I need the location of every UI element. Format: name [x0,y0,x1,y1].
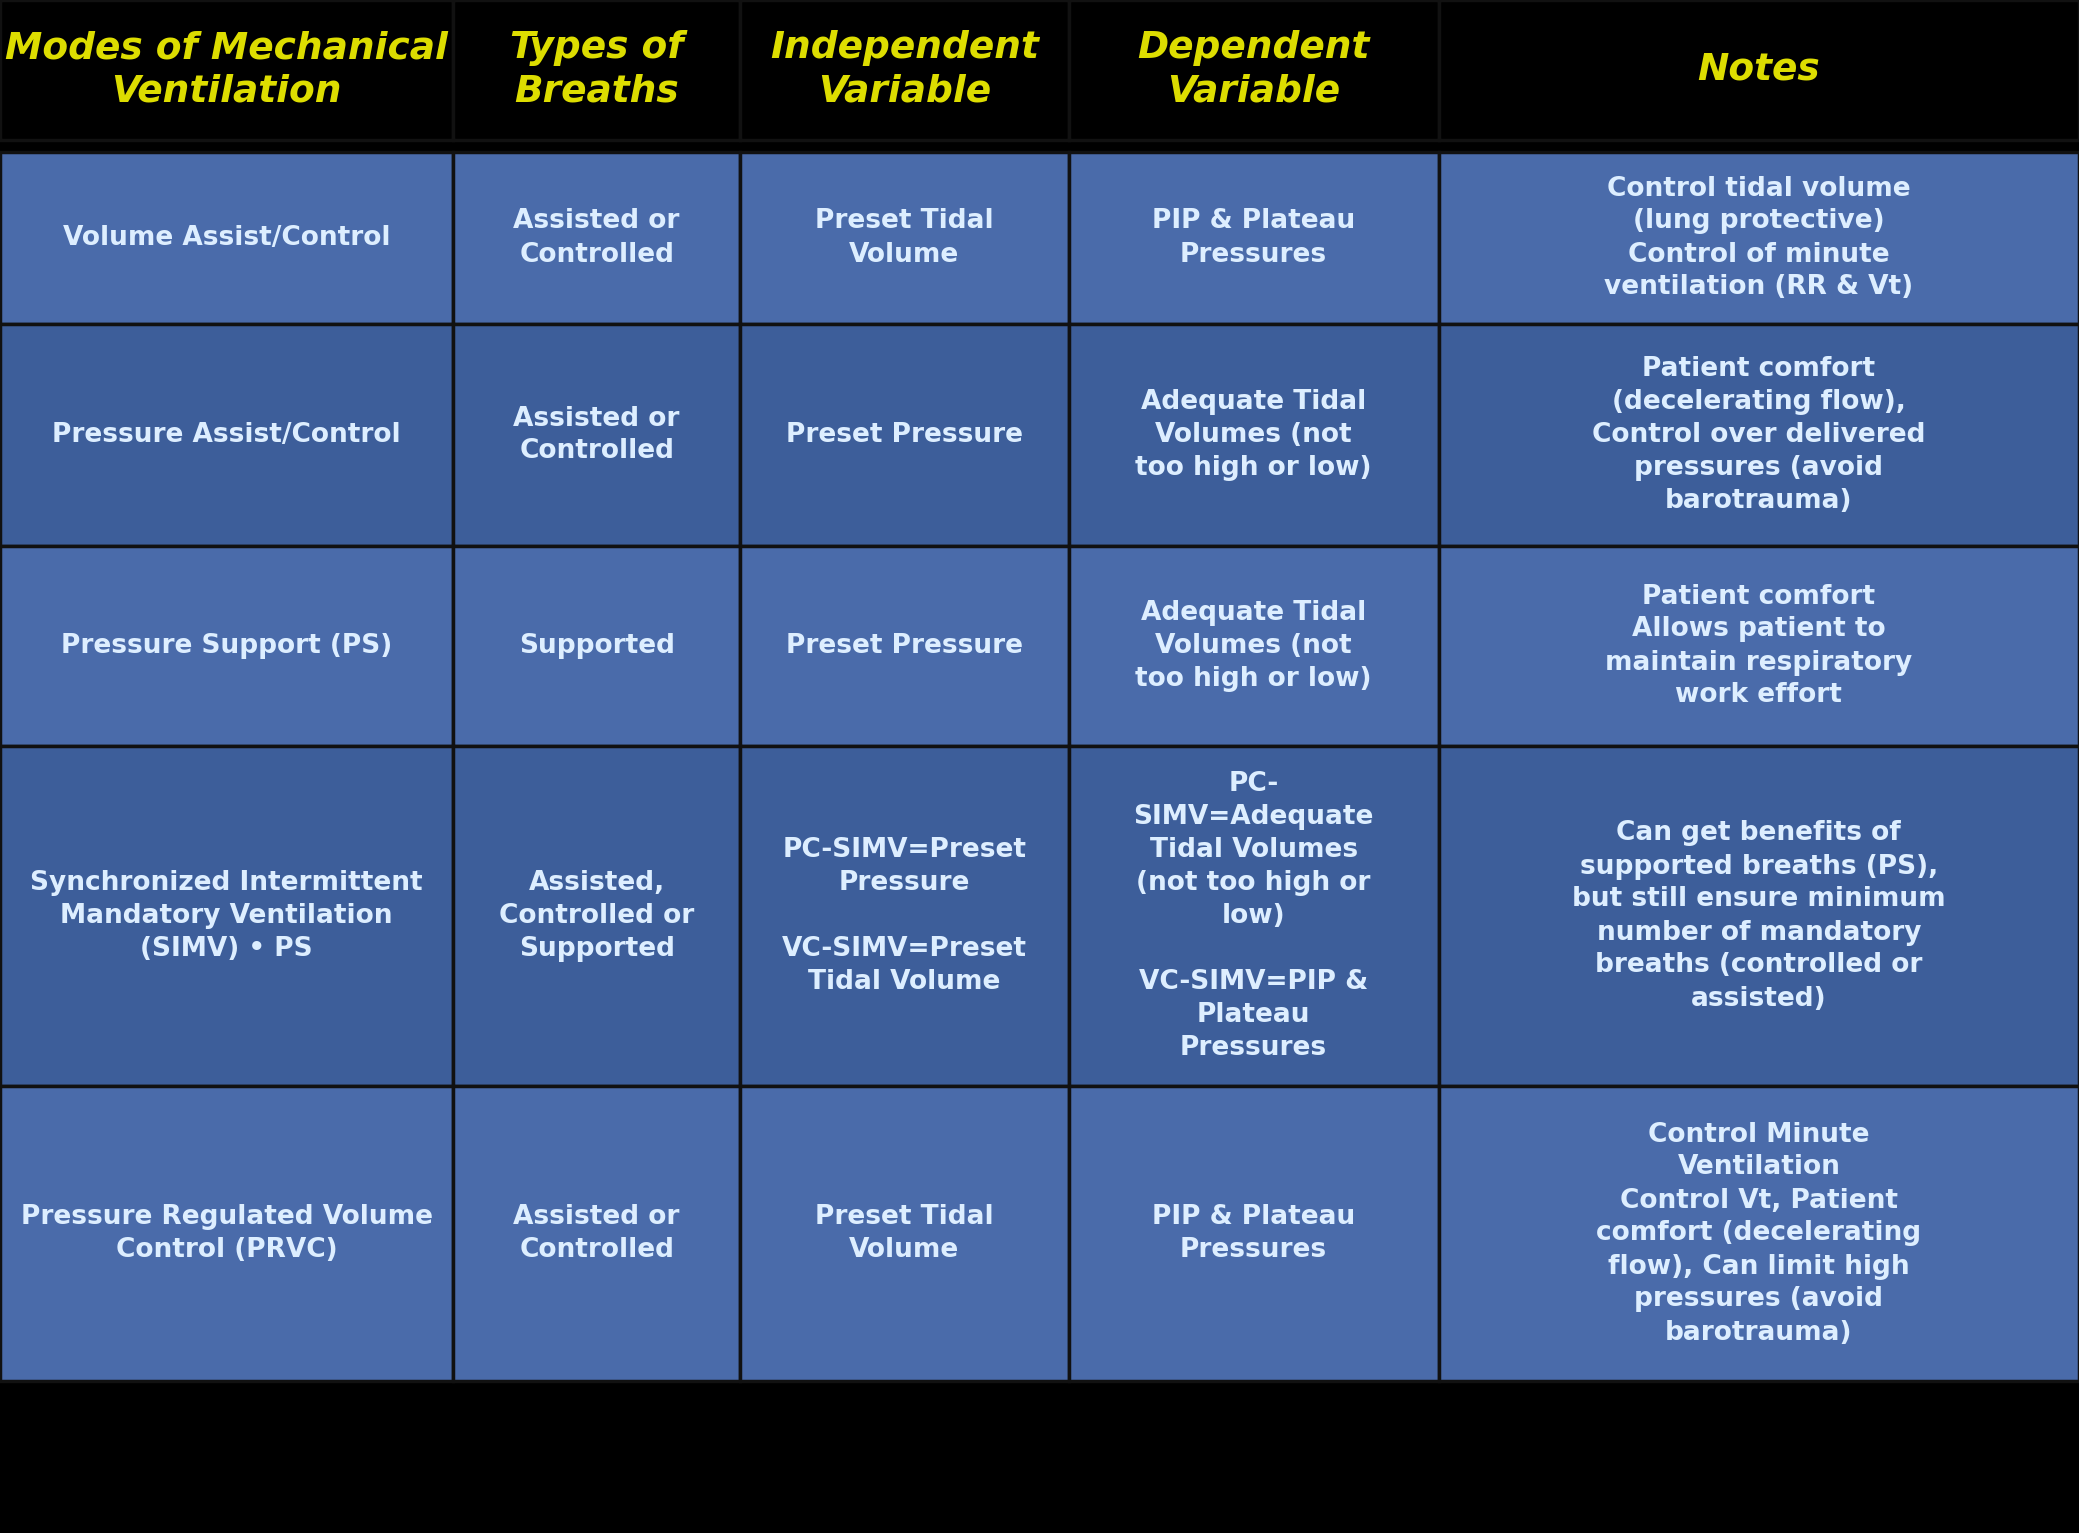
Text: Pressure Support (PS): Pressure Support (PS) [60,633,393,659]
Bar [1439,152,2079,323]
Text: Types of
Breaths: Types of Breaths [509,31,684,109]
Text: Preset Pressure: Preset Pressure [786,422,1023,448]
Bar [1439,0,2079,140]
Bar [0,140,2079,152]
Bar [740,1085,1069,1381]
Text: Control Minute
Ventilation
Control Vt, Patient
comfort (decelerating
flow), Can : Control Minute Ventilation Control Vt, P… [1597,1122,1921,1346]
Bar [1069,546,1439,747]
Bar [1069,747,1439,1085]
Bar [740,546,1069,747]
Text: PC-
SIMV=Adequate
Tidal Volumes
(not too high or
low)

VC-SIMV=PIP &
Plateau
Pre: PC- SIMV=Adequate Tidal Volumes (not too… [1133,771,1374,1061]
Text: Notes: Notes [1696,52,1821,87]
Text: Assisted or
Controlled: Assisted or Controlled [514,1203,680,1263]
Bar [1069,323,1439,546]
Bar [453,323,740,546]
Bar [1069,152,1439,323]
Bar [0,546,453,747]
Bar [0,152,453,323]
Text: Preset Pressure: Preset Pressure [786,633,1023,659]
Text: Volume Assist/Control: Volume Assist/Control [62,225,391,251]
Text: Adequate Tidal
Volumes (not
too high or low): Adequate Tidal Volumes (not too high or … [1135,599,1372,691]
Bar [453,0,740,140]
Bar [740,0,1069,140]
Bar [453,546,740,747]
Bar [1069,1085,1439,1381]
Bar [0,747,453,1085]
Text: Adequate Tidal
Volumes (not
too high or low): Adequate Tidal Volumes (not too high or … [1135,389,1372,481]
Text: Independent
Variable: Independent Variable [769,31,1040,109]
Text: Assisted,
Controlled or
Supported: Assisted, Controlled or Supported [499,871,694,963]
Bar [740,747,1069,1085]
Bar [0,323,453,546]
Text: Assisted or
Controlled: Assisted or Controlled [514,406,680,464]
Bar [0,1085,453,1381]
Text: Control tidal volume
(lung protective)
Control of minute
ventilation (RR & Vt): Control tidal volume (lung protective) C… [1605,175,1913,300]
Bar [740,152,1069,323]
Bar [1069,0,1439,140]
Bar [1439,747,2079,1085]
Text: PIP & Plateau
Pressures: PIP & Plateau Pressures [1152,1203,1356,1263]
Text: Preset Tidal
Volume: Preset Tidal Volume [815,1203,994,1263]
Text: Modes of Mechanical
Ventilation: Modes of Mechanical Ventilation [4,31,449,109]
Bar [1439,323,2079,546]
Text: PC-SIMV=Preset
Pressure

VC-SIMV=Preset
Tidal Volume: PC-SIMV=Preset Pressure VC-SIMV=Preset T… [782,837,1027,995]
Bar [0,0,453,140]
Text: Supported: Supported [518,633,676,659]
Text: Can get benefits of
supported breaths (PS),
but still ensure minimum
number of m: Can get benefits of supported breaths (P… [1572,820,1946,1012]
Bar [453,1085,740,1381]
Text: Synchronized Intermittent
Mandatory Ventilation
(SIMV) • PS: Synchronized Intermittent Mandatory Vent… [31,871,422,963]
Bar [453,152,740,323]
Text: Patient comfort
Allows patient to
maintain respiratory
work effort: Patient comfort Allows patient to mainta… [1605,584,1913,708]
Bar [740,323,1069,546]
Bar [1439,546,2079,747]
Text: Patient comfort
(decelerating flow),
Control over delivered
pressures (avoid
bar: Patient comfort (decelerating flow), Con… [1593,356,1925,514]
Bar [453,747,740,1085]
Text: Preset Tidal
Volume: Preset Tidal Volume [815,208,994,267]
Text: PIP & Plateau
Pressures: PIP & Plateau Pressures [1152,208,1356,267]
Text: Assisted or
Controlled: Assisted or Controlled [514,208,680,267]
Text: Dependent
Variable: Dependent Variable [1137,31,1370,109]
Bar [1439,1085,2079,1381]
Text: Pressure Assist/Control: Pressure Assist/Control [52,422,401,448]
Text: Pressure Regulated Volume
Control (PRVC): Pressure Regulated Volume Control (PRVC) [21,1203,432,1263]
